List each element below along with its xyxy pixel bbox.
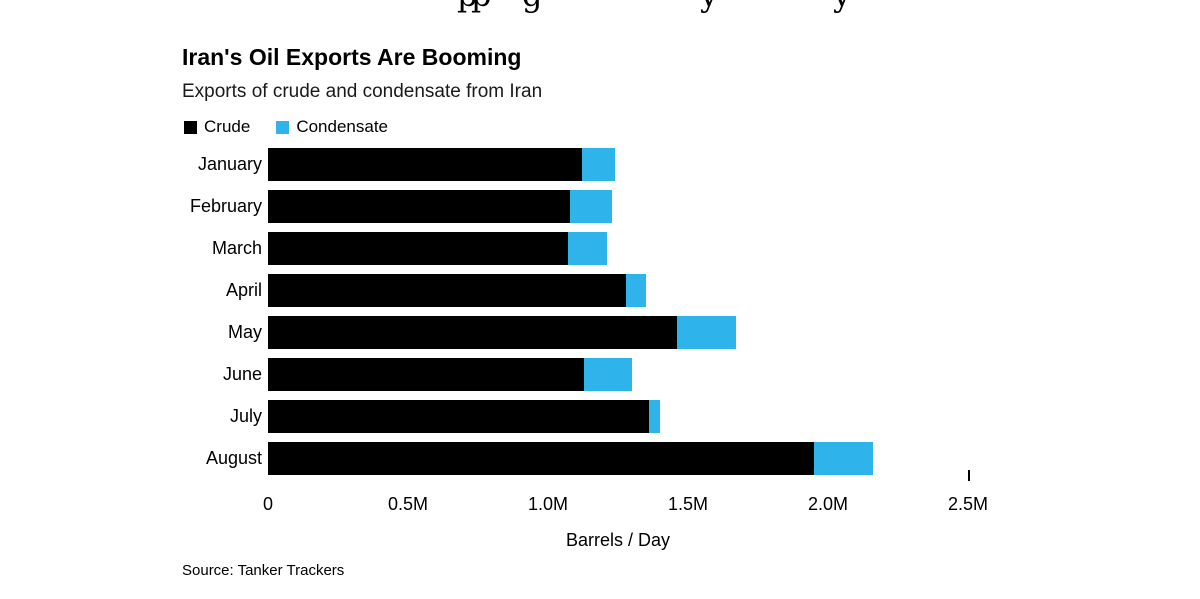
crude-bar-segment [268,232,568,265]
bar-track [268,274,968,307]
bar-rows: January February March April May June July Augu… [182,148,982,484]
condensate-bar-segment [570,190,613,223]
legend: Crude Condensate [184,117,388,137]
bar-row: August [182,442,982,484]
legend-item-condensate: Condensate [276,117,388,137]
axis-tick-mark [968,470,970,481]
legend-label-condensate: Condensate [296,117,388,136]
x-tick-label: 0 [262,494,274,514]
x-tick-label: 0.5M [387,494,429,514]
condensate-bar-segment [581,148,616,181]
crude-bar-segment [268,400,649,433]
x-axis: 0 0.5M 1.0M 1.5M 2.0M 2.5M [263,494,988,518]
bar-track [268,358,968,391]
cropped-letter: p [457,0,477,14]
chart-title: Iran's Oil Exports Are Booming [182,44,522,70]
category-label: August [205,448,262,468]
category-label: April [225,280,262,300]
bar-row: January [182,148,982,190]
bar-track [268,148,968,181]
cropped-letter: y [833,0,851,14]
bar-row: June [182,358,982,400]
condensate-bar-segment [567,232,607,265]
x-tick-label: 2.0M [807,494,849,514]
bar-chart: Iran's Oil Exports Are Booming Exports o… [182,44,1182,599]
condensate-bar-segment [626,274,646,307]
category-label: March [211,238,262,258]
bar-row: May [182,316,982,358]
condensate-bar-segment [648,400,660,433]
bar-row: July [182,400,982,442]
bar-track [268,400,968,433]
cropped-headline: pp g y y [0,0,1200,15]
chart-subtitle: Exports of crude and condensate from Ira… [182,81,543,102]
bar-track [268,232,968,265]
category-label: January [197,154,262,174]
category-label: June [222,364,262,384]
crude-bar-segment [268,274,627,307]
x-tick-label: 2.5M [947,494,989,514]
bar-row: February [182,190,982,232]
condensate-swatch [276,120,290,134]
x-tick-label: 1.0M [527,494,569,514]
bar-track [268,190,968,223]
crude-swatch [184,120,197,134]
condensate-bar-segment [676,316,736,349]
crude-bar-segment [268,190,571,223]
crude-bar-segment [268,316,677,349]
crude-bar-segment [268,148,582,181]
cropped-letter: p [471,0,491,14]
bar-track [268,316,968,349]
category-label: May [227,322,262,342]
cropped-letter: g [522,0,542,14]
legend-label-crude: Crude [204,117,251,136]
bar-row: April [182,274,982,316]
source-note: Source: Tanker Trackers [182,562,345,579]
crude-bar-segment [268,442,814,475]
category-label: February [189,196,262,216]
cropped-letter: y [700,0,718,14]
bar-track [268,442,968,475]
condensate-bar-segment [584,358,632,391]
bar-row: March [182,232,982,274]
x-tick-label: 1.5M [667,494,709,514]
crude-bar-segment [268,358,585,391]
x-axis-title: Barrels / Day [565,530,671,550]
legend-item-crude: Crude [184,117,250,137]
category-label: July [229,406,262,426]
condensate-bar-segment [814,442,873,475]
